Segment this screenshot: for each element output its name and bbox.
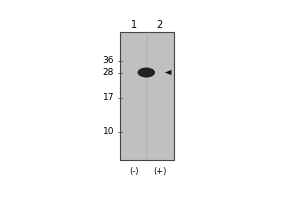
Polygon shape	[165, 70, 171, 75]
Bar	[120, 32, 173, 160]
Text: 10: 10	[103, 127, 114, 136]
Text: (+): (+)	[153, 167, 166, 176]
Text: 1: 1	[131, 20, 137, 30]
Text: 2: 2	[156, 20, 163, 30]
Text: 36: 36	[103, 56, 114, 65]
Text: (-): (-)	[129, 167, 139, 176]
Ellipse shape	[138, 68, 155, 78]
Text: 28: 28	[103, 68, 114, 77]
Text: 17: 17	[103, 93, 114, 102]
